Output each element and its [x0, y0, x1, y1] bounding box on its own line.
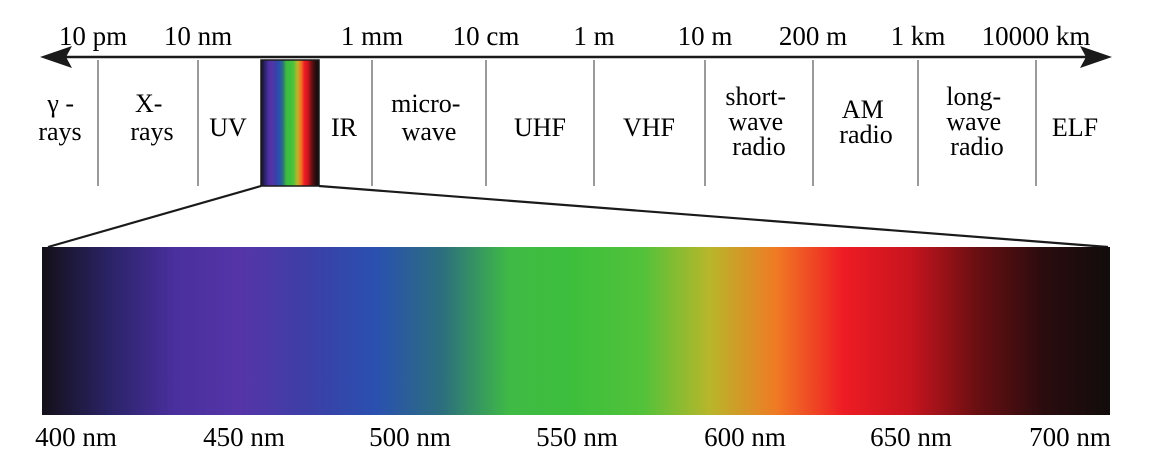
visible-tick-label: 550 nm	[536, 422, 618, 452]
band-label-line: wave	[946, 107, 1001, 136]
band-label-elf: ELF	[1052, 113, 1098, 142]
band-label-line: radio	[732, 132, 785, 161]
band-label-ir: IR	[331, 113, 358, 142]
wavelength-tick-label: 10 m	[678, 21, 733, 51]
band-label-line: long-	[946, 82, 1001, 111]
wavelength-tick-label: 10 cm	[453, 21, 520, 51]
visible-tick-label: 400 nm	[35, 422, 117, 452]
visible-tick-label: 600 nm	[704, 422, 786, 452]
wavelength-tick-label: 1 km	[891, 21, 946, 51]
visible-tick-label: 500 nm	[369, 422, 451, 452]
wavelength-tick-label: 1 mm	[341, 21, 403, 51]
band-label-line: X-	[135, 89, 162, 118]
band-label-shortwave-radio: short- wave radio	[725, 82, 792, 161]
zoom-line-right	[318, 184, 1109, 249]
band-label-line: rays	[38, 117, 81, 146]
band-label-uhf: UHF	[514, 113, 566, 142]
visible-tick-label: 700 nm	[1029, 422, 1111, 452]
band-label-uv: UV	[209, 113, 247, 142]
visible-tick-labels: 400 nm 450 nm 500 nm 550 nm 600 nm 650 n…	[35, 422, 1111, 452]
band-label-longwave-radio: long- wave radio	[946, 82, 1007, 161]
wavelength-tick-labels: 10 pm 10 nm 1 mm 10 cm 1 m 10 m 200 m 1 …	[59, 21, 1091, 51]
band-label-gamma-rays: γ - rays	[38, 89, 81, 146]
band-labels: γ - rays X- rays UV IR micro- wave UHF V…	[38, 82, 1098, 161]
visible-spectrum-bar	[42, 247, 1110, 415]
band-label-am-radio: AM radio	[839, 95, 892, 149]
wavelength-tick-label: 200 m	[779, 21, 847, 51]
wavelength-tick-label: 1 m	[573, 21, 614, 51]
band-label-x-rays: X- rays	[130, 89, 173, 146]
wavelength-tick-label: 10 nm	[164, 21, 232, 51]
band-label-line: micro-	[391, 89, 460, 118]
wavelength-tick-label: 10000 km	[982, 21, 1091, 51]
band-label-line: radio	[839, 120, 892, 149]
visible-tick-label: 650 nm	[870, 422, 952, 452]
band-label-line: wave	[728, 107, 783, 136]
wavelength-tick-label: 10 pm	[59, 21, 127, 51]
band-label-microwave: micro- wave	[391, 89, 467, 146]
visible-band-strip	[260, 59, 320, 187]
band-label-line: rays	[130, 117, 173, 146]
axis-arrow-left-icon	[40, 46, 72, 68]
visible-tick-label: 450 nm	[203, 422, 285, 452]
band-label-line: wave	[402, 117, 457, 146]
band-dividers	[97, 60, 1037, 186]
band-label-line: γ -	[46, 89, 74, 118]
band-label-line: short-	[725, 82, 786, 111]
axis-arrow-right-icon	[1080, 46, 1112, 68]
zoom-line-left	[47, 184, 262, 249]
band-label-line: radio	[950, 132, 1003, 161]
band-label-vhf: VHF	[623, 113, 675, 142]
band-label-line: AM	[842, 95, 884, 124]
